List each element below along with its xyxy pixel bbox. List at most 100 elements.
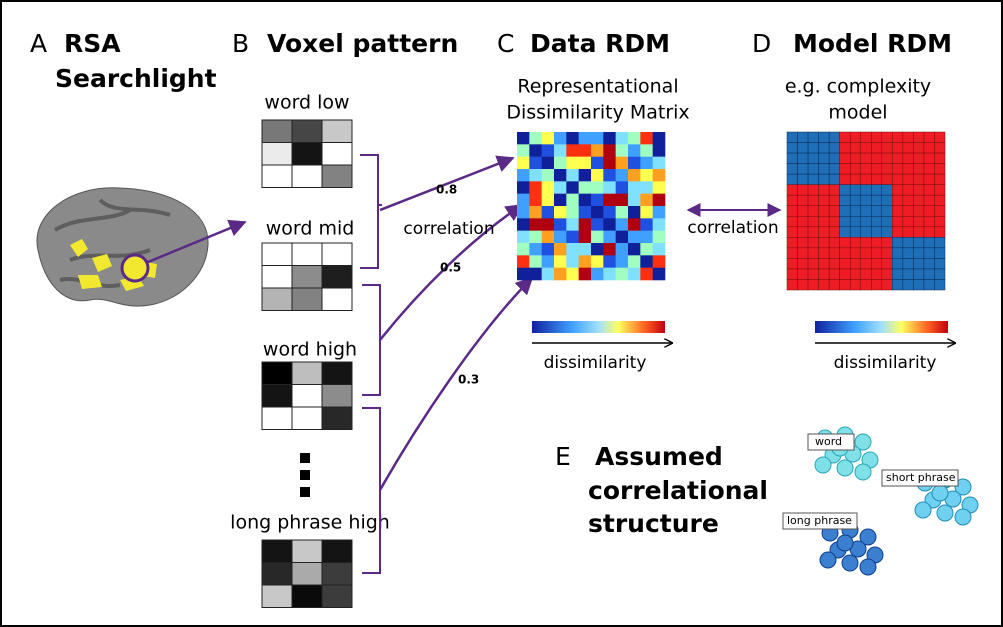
- model-cell: [797, 247, 809, 259]
- rdm-cell: [640, 181, 653, 194]
- model-cell: [934, 226, 946, 238]
- model-cell: [902, 258, 914, 270]
- model-cell: [871, 279, 883, 291]
- voxel: [291, 539, 323, 563]
- model-cell: [892, 194, 904, 206]
- rdm-cell: [603, 169, 616, 182]
- rdm-cell: [517, 255, 530, 268]
- model-cell: [871, 152, 883, 164]
- model-cell: [902, 184, 914, 196]
- model-cell: [871, 194, 883, 206]
- rdm-cell: [640, 156, 653, 170]
- rdm-cell: [628, 156, 641, 170]
- rdm-cell: [628, 193, 641, 207]
- model-cell: [839, 173, 851, 185]
- rdm-cell: [517, 218, 530, 231]
- voxel: [291, 164, 323, 188]
- rdm-cell: [541, 243, 555, 256]
- rdm-cell: [615, 230, 629, 244]
- model-cell: [913, 142, 925, 154]
- rdm-cell: [591, 218, 604, 231]
- model-cell: [934, 268, 946, 280]
- model-cell: [923, 268, 935, 280]
- model-cell: [871, 131, 883, 143]
- model-cell: [881, 226, 893, 238]
- model-cell: [860, 237, 872, 249]
- model-cell: [913, 194, 925, 206]
- rdm-cell: [517, 144, 530, 157]
- rdm-cell: [628, 144, 641, 157]
- model-cell: [934, 131, 946, 143]
- edge-label: correlation: [687, 218, 778, 238]
- model-cell: [828, 226, 840, 238]
- model-cell: [860, 173, 872, 185]
- voxel: [291, 384, 323, 408]
- model-cell: [881, 205, 893, 217]
- model-cell: [923, 279, 935, 291]
- model-cell: [797, 258, 809, 270]
- model-cell: [818, 268, 830, 280]
- cluster-label: short phrase: [886, 471, 956, 484]
- rdm-cell: [628, 206, 641, 219]
- subtitle: model: [828, 102, 887, 124]
- model-cell: [934, 152, 946, 164]
- model-cell: [786, 184, 798, 196]
- model-cell: [807, 131, 819, 143]
- model-cell: [849, 216, 861, 228]
- model-cell: [860, 258, 872, 270]
- model-cell: [923, 142, 935, 154]
- model-cell: [786, 258, 798, 270]
- rdm-cell: [578, 193, 592, 207]
- model-cell: [797, 152, 809, 164]
- rdm-cell: [652, 181, 666, 194]
- model-cell: [923, 258, 935, 270]
- ellipsis-dot: [300, 487, 310, 497]
- rdm-cell: [517, 267, 530, 281]
- model-cell: [849, 205, 861, 217]
- model-cell: [923, 184, 935, 196]
- model-cell: [818, 216, 830, 228]
- rdm-cell: [652, 230, 666, 244]
- rdm-cell: [566, 243, 579, 256]
- model-cell: [807, 226, 819, 238]
- model-cell: [786, 247, 798, 259]
- model-cell: [849, 142, 861, 154]
- model-cell: [913, 268, 925, 280]
- panel-letter: A: [30, 29, 47, 58]
- voxel: [261, 406, 293, 430]
- rdm-cell: [640, 267, 653, 281]
- model-cell: [860, 279, 872, 291]
- model-cell: [902, 163, 914, 175]
- rdm-cell: [603, 243, 616, 256]
- rdm-cell: [591, 181, 604, 194]
- rdm-cell: [628, 267, 641, 281]
- model-cell: [871, 216, 883, 228]
- pattern-label: word low: [264, 92, 349, 114]
- voxel: [321, 406, 353, 430]
- model-cell: [786, 237, 798, 249]
- model-cell: [902, 131, 914, 143]
- rdm-cell: [578, 144, 592, 157]
- model-cell: [839, 279, 851, 291]
- rdm-cell: [566, 230, 579, 244]
- model-cell: [892, 205, 904, 217]
- model-cell: [881, 173, 893, 185]
- voxel: [261, 384, 293, 408]
- model-cell: [934, 194, 946, 206]
- rdm-cell: [554, 169, 567, 182]
- model-cell: [881, 152, 893, 164]
- model-cell: [807, 279, 819, 291]
- voxel: [291, 119, 323, 143]
- model-cell: [818, 131, 830, 143]
- voxel: [321, 584, 353, 608]
- model-cell: [828, 142, 840, 154]
- model-cell: [818, 173, 830, 185]
- model-cell: [892, 279, 904, 291]
- model-cell: [902, 247, 914, 259]
- rdm-cell: [591, 169, 604, 182]
- model-cell: [797, 184, 809, 196]
- weight: 0.3: [458, 373, 479, 387]
- model-cell: [839, 205, 851, 217]
- model-cell: [818, 194, 830, 206]
